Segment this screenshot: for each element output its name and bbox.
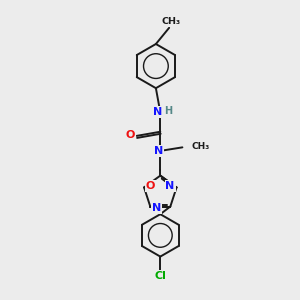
- Text: CH₃: CH₃: [192, 142, 210, 151]
- Text: CH₃: CH₃: [161, 17, 180, 26]
- Text: O: O: [146, 181, 155, 191]
- Text: O: O: [126, 130, 135, 140]
- Text: N: N: [153, 107, 163, 117]
- Text: N: N: [152, 203, 161, 213]
- Text: Cl: Cl: [154, 271, 166, 281]
- Text: N: N: [165, 181, 175, 191]
- Text: N: N: [154, 146, 164, 156]
- Text: H: H: [164, 106, 172, 116]
